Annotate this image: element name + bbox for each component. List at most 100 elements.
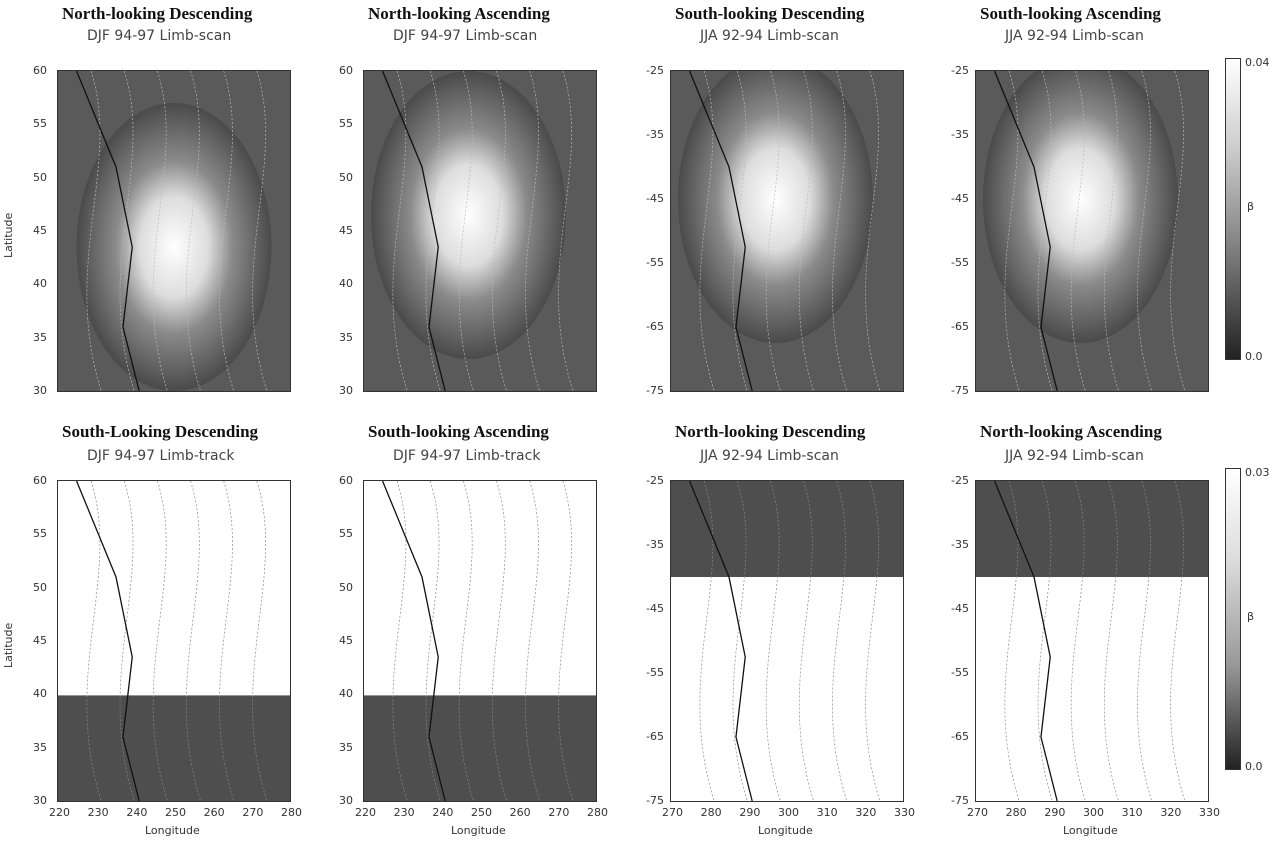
- y-tick-label: -35: [951, 538, 969, 551]
- x-tick-label: 260: [203, 806, 225, 819]
- map-field: [364, 481, 596, 801]
- y-tick-label: 45: [339, 634, 353, 647]
- x-tick-label: 290: [739, 806, 761, 819]
- y-tick-label: 60: [33, 474, 47, 487]
- x-tick-label: 220: [49, 806, 70, 819]
- y-tick-label: 55: [339, 117, 353, 131]
- y-tick-label: -75: [951, 794, 969, 807]
- x-tick-label: 230: [393, 806, 415, 819]
- panel-subtitle: JJA 92-94 Limb-scan: [1005, 28, 1144, 44]
- y-tick-label: -45: [951, 602, 969, 615]
- y-tick-label: 55: [33, 527, 47, 541]
- panel-title: South-Looking Descending: [62, 422, 259, 441]
- map-panel: [975, 70, 1209, 392]
- y-tick-label: -45: [646, 192, 664, 205]
- panel-subtitle: JJA 92-94 Limb-scan: [1005, 448, 1144, 464]
- x-tick-label: 280: [700, 806, 722, 819]
- panel-subtitle: DJF 94-97 Limb-track: [87, 448, 235, 464]
- y-tick-label: 60: [339, 64, 353, 77]
- y-tick-label: 55: [33, 117, 47, 131]
- map-field: [976, 481, 1208, 801]
- y-tick-label: 35: [33, 740, 47, 754]
- colorbar-max-label: 0.04: [1245, 56, 1270, 69]
- y-tick-label: -25: [951, 474, 969, 487]
- y-tick-label: -55: [646, 666, 664, 679]
- panel-title: North-looking Ascending: [368, 4, 550, 23]
- panel-title: South-looking Ascending: [368, 422, 549, 441]
- colorbar-label: β: [1247, 610, 1255, 623]
- x-tick-label: 240: [432, 806, 454, 819]
- y-tick-label: 35: [339, 740, 353, 754]
- map-field: [364, 71, 596, 391]
- y-tick-label: 60: [33, 64, 47, 77]
- map-panel: [670, 480, 904, 802]
- x-tick-label: 300: [1083, 806, 1104, 819]
- x-axis-label: Longitude: [1063, 824, 1118, 837]
- y-tick-label: 50: [339, 580, 353, 594]
- x-tick-label: 220: [355, 806, 376, 819]
- panel-subtitle: JJA 92-94 Limb-scan: [700, 448, 839, 464]
- y-tick-label: -55: [951, 666, 969, 679]
- y-tick-label: -65: [951, 730, 969, 743]
- panel-title: North-looking Descending: [675, 422, 866, 441]
- x-tick-label: 300: [778, 806, 799, 819]
- x-axis-label: Longitude: [758, 824, 813, 837]
- y-axis-label: Latitude: [2, 212, 15, 258]
- y-tick-label: 35: [339, 330, 353, 344]
- panel-title: South-looking Descending: [675, 4, 865, 23]
- x-tick-label: 280: [1005, 806, 1027, 819]
- panel-subtitle: DJF 94-97 Limb-scan: [87, 28, 232, 44]
- colorbar: [1225, 58, 1241, 360]
- map-field: [58, 481, 290, 801]
- y-tick-label: 30: [33, 384, 47, 397]
- y-tick-label: -45: [951, 192, 969, 205]
- y-tick-label: 50: [339, 170, 353, 184]
- y-tick-label: 45: [339, 224, 353, 237]
- map-field: [58, 71, 290, 391]
- map-panel: [670, 70, 904, 392]
- y-tick-label: 60: [339, 474, 353, 487]
- panel-title: North-looking Descending: [62, 4, 253, 23]
- map-panel: [975, 480, 1209, 802]
- x-tick-label: 260: [509, 806, 531, 819]
- colorbar: [1225, 468, 1241, 770]
- y-tick-label: -25: [646, 64, 664, 77]
- y-tick-label: 30: [33, 794, 47, 807]
- x-tick-label: 310: [1121, 806, 1143, 819]
- map-panel: [57, 70, 291, 392]
- x-tick-label: 270: [242, 806, 264, 819]
- y-tick-label: -35: [646, 538, 664, 551]
- x-tick-label: 280: [587, 806, 608, 819]
- y-tick-label: 45: [33, 634, 47, 647]
- y-tick-label: -75: [646, 794, 664, 807]
- x-tick-label: 310: [816, 806, 838, 819]
- x-tick-label: 230: [87, 806, 109, 819]
- y-tick-label: -35: [951, 128, 969, 141]
- x-tick-label: 270: [967, 806, 988, 819]
- y-tick-label: 50: [33, 170, 47, 184]
- y-tick-label: 35: [33, 330, 47, 344]
- y-tick-label: 50: [33, 580, 47, 594]
- y-tick-label: -55: [646, 256, 664, 269]
- colorbar-label: β: [1247, 200, 1255, 213]
- panel-subtitle: DJF 94-97 Limb-track: [393, 448, 541, 464]
- y-tick-label: 30: [339, 794, 353, 807]
- y-tick-label: 55: [339, 527, 353, 541]
- y-axis-label: Latitude: [2, 622, 15, 668]
- y-tick-label: -75: [646, 384, 664, 397]
- y-tick-label: -25: [951, 64, 969, 77]
- y-tick-label: -25: [646, 474, 664, 487]
- y-tick-label: 40: [33, 277, 47, 291]
- x-tick-label: 250: [165, 806, 186, 819]
- map-field: [976, 71, 1208, 391]
- x-tick-label: 330: [894, 806, 915, 819]
- y-tick-label: 40: [339, 277, 353, 291]
- map-panel: [363, 480, 597, 802]
- y-tick-label: -45: [646, 602, 664, 615]
- colorbar-min-label: 0.0: [1245, 350, 1263, 363]
- map-field: [671, 71, 903, 391]
- y-tick-label: -75: [951, 384, 969, 397]
- x-axis-label: Longitude: [451, 824, 506, 837]
- x-tick-label: 290: [1044, 806, 1066, 819]
- x-axis-label: Longitude: [145, 824, 200, 837]
